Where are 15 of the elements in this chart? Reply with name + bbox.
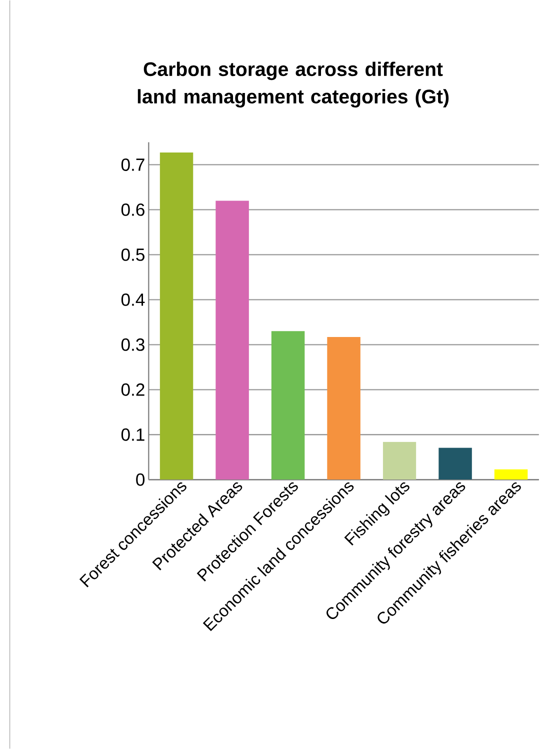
y-tick-label: 0.7 (121, 158, 144, 171)
chart-title: Carbon storage across different land management categories (Gt) (138, 62, 448, 108)
bar (271, 331, 304, 480)
y-tick-label: 0.5 (121, 248, 144, 261)
bar (438, 448, 472, 480)
bar (215, 200, 249, 480)
bar (160, 152, 193, 480)
y-tick-label: 0.3 (121, 338, 144, 351)
y-tick-label: 0.1 (121, 428, 144, 441)
bar (326, 337, 360, 480)
y-tick-label: 0.6 (121, 203, 144, 216)
bar (494, 469, 528, 480)
bar (382, 442, 416, 480)
y-tick-label: 0.4 (121, 293, 144, 306)
y-tick-label: 0.2 (121, 383, 144, 396)
